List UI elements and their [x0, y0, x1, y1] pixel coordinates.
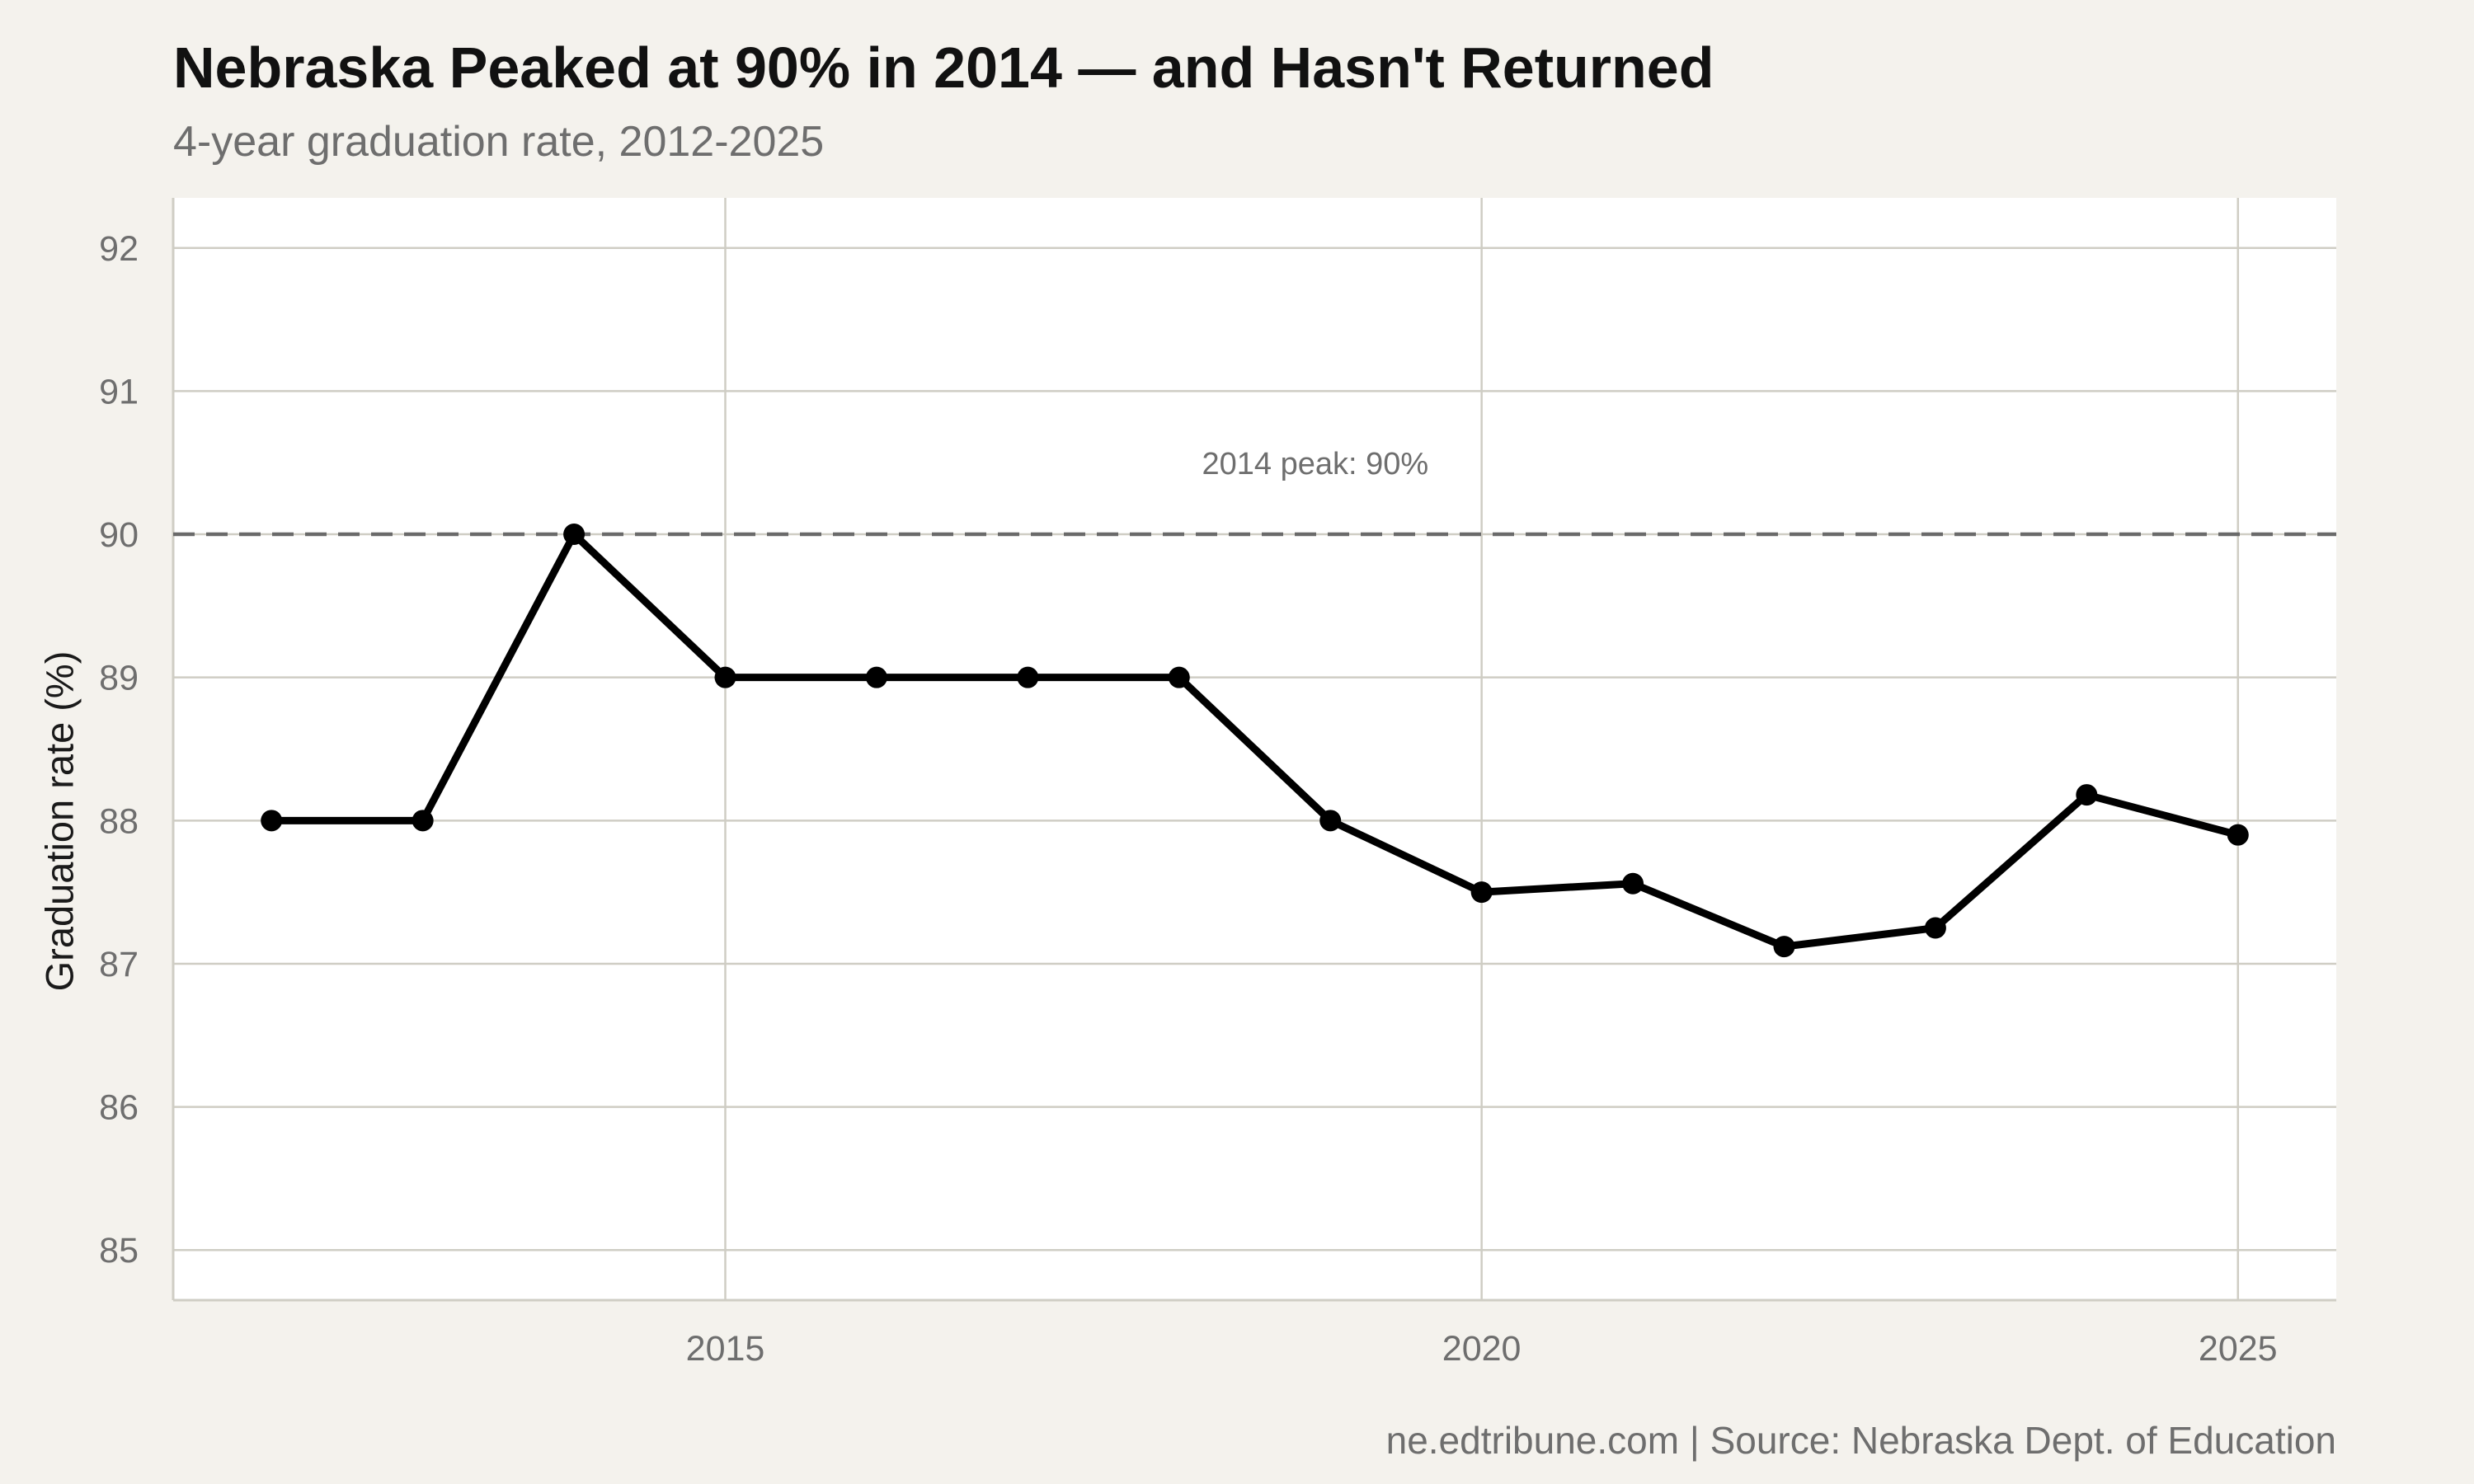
x-tick-labels: 2015 2020 2025	[686, 1329, 2278, 1369]
y-tick-label: 88	[99, 801, 139, 841]
data-point	[1017, 666, 1039, 688]
data-point	[1924, 917, 1946, 939]
axes	[172, 198, 2336, 1302]
y-tick-label: 91	[99, 372, 139, 411]
peak-annotation: 2014 peak: 90%	[1202, 447, 1429, 481]
series-group	[267, 530, 2242, 951]
data-point	[412, 810, 434, 832]
data-point	[865, 666, 887, 688]
data-point	[261, 810, 283, 832]
data-point	[1470, 881, 1493, 904]
x-gridlines	[724, 198, 2240, 1300]
annotation-group: 2014 peak: 90%	[1202, 447, 1429, 481]
data-point	[2227, 824, 2249, 846]
x-tick-label: 2020	[1442, 1329, 1522, 1369]
y-tick-label: 86	[99, 1088, 139, 1128]
data-point	[2076, 784, 2098, 806]
source-caption: ne.edtribune.com | Source: Nebraska Dept…	[1385, 1419, 2336, 1462]
data-point	[1773, 936, 1795, 958]
data-point	[1319, 810, 1342, 832]
data-point	[1622, 872, 1644, 895]
y-tick-label: 92	[99, 229, 139, 269]
data-point	[1168, 666, 1190, 688]
chart-title: Nebraska Peaked at 90% in 2014 — and Has…	[173, 35, 1714, 100]
y-tick-label: 89	[99, 659, 139, 698]
y-tick-label: 85	[99, 1231, 139, 1270]
data-point	[563, 524, 586, 546]
x-tick-label: 2015	[686, 1329, 765, 1369]
y-gridlines	[173, 247, 2336, 1252]
x-tick-label: 2025	[2199, 1329, 2278, 1369]
y-tick-label: 90	[99, 515, 139, 555]
points-group	[261, 524, 2249, 958]
y-tick-labels: 85 86 87 88 89 90 91 92	[99, 229, 139, 1270]
series-line	[267, 530, 2242, 951]
data-point	[714, 666, 736, 688]
y-tick-label: 87	[99, 945, 139, 984]
chart-subtitle: 4-year graduation rate, 2012-2025	[173, 118, 825, 166]
